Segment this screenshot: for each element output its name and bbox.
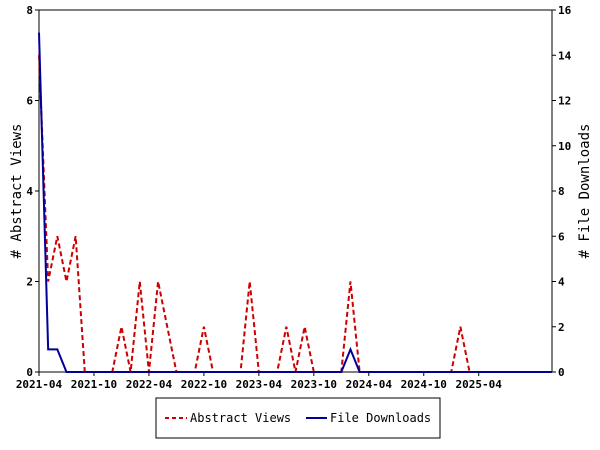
right-axis-tick-label: 10 [558, 140, 571, 153]
x-axis-tick-label: 2022-10 [181, 378, 227, 391]
series-line-file-downloads [38, 32, 552, 373]
right-axis-tick-label: 6 [558, 230, 565, 243]
legend-abstract-views-label: Abstract Views [190, 411, 291, 425]
left-axis-tick-label: 4 [26, 185, 33, 198]
legend-box [155, 397, 441, 439]
right-axis-tick-label: 14 [558, 49, 572, 62]
right-axis-tick-label: 2 [558, 321, 565, 334]
x-axis-tick-label: 2024-04 [346, 378, 393, 391]
axes-layer: 0 2 4 6 8 0 2 4 6 8 10 12 14 16 2021-04 2021-10 2022-04 2… [16, 4, 572, 391]
x-axis-tick-label: 2023-04 [236, 378, 283, 391]
right-axis-tick-label: 4 [558, 276, 565, 289]
left-axis-tick-label: 6 [26, 95, 33, 108]
left-axis-title: # Abstract Views [9, 124, 25, 259]
legend-file-downloads-label: File Downloads [330, 411, 431, 425]
x-axis-tick-label: 2024-10 [401, 378, 447, 391]
right-axis-tick-label: 8 [558, 185, 565, 198]
left-axis-tick-label: 8 [26, 4, 33, 17]
right-axis-tick-label: 16 [558, 4, 572, 17]
series-line-abstract-views [38, 55, 552, 373]
plot-border [38, 9, 553, 373]
x-axis-tick-label: 2025-04 [456, 378, 503, 391]
x-axis-tick-label: 2022-04 [126, 378, 173, 391]
x-axis-tick-label: 2021-04 [16, 378, 63, 391]
right-axis-tick-label: 12 [558, 95, 571, 108]
plot-area [38, 9, 553, 373]
series-layer [38, 32, 552, 373]
left-axis-tick-label: 2 [26, 276, 33, 289]
x-axis-tick-label: 2023-10 [291, 378, 337, 391]
right-axis-title: # File Downloads [577, 124, 593, 259]
x-axis-tick-label: 2021-10 [71, 378, 117, 391]
right-axis-tick-label: 0 [558, 366, 565, 379]
left-axis-tick-label: 0 [26, 366, 33, 379]
legend: Abstract Views File Downloads [155, 397, 441, 439]
